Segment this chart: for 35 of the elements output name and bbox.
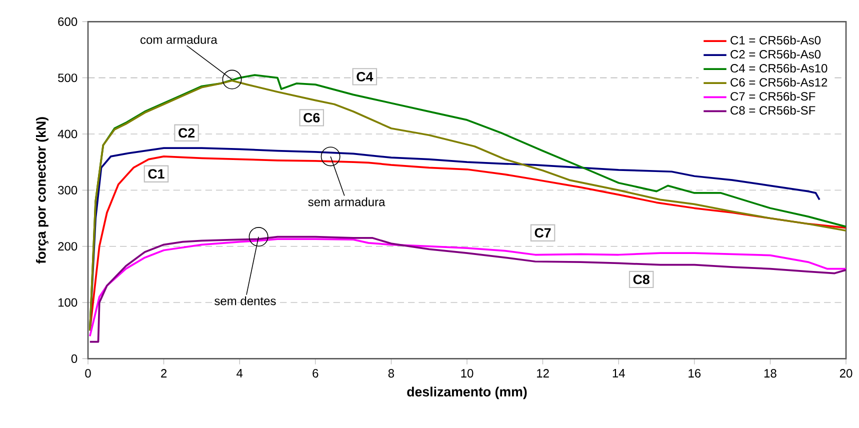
annotation: sem armadura [308, 197, 386, 206]
annotation: com armadura [140, 35, 218, 44]
annotation: C4 [356, 72, 374, 82]
y-axis-title: força por conector (kN) [36, 117, 48, 264]
annotation: C2 [178, 128, 195, 138]
x-tick-label: 14 [612, 369, 625, 378]
y-tick-label: 0 [71, 354, 78, 363]
x-tick-label: 12 [537, 369, 549, 378]
y-tick-label: 100 [58, 298, 78, 307]
annotation: C6 [304, 112, 320, 122]
legend-label: C7 = CR56b-SF [730, 92, 816, 101]
x-tick-label: 16 [688, 369, 701, 378]
x-tick-label: 6 [312, 369, 318, 378]
annotation: C8 [633, 274, 650, 284]
y-tick-label: 500 [58, 74, 78, 82]
x-axis-title: deslizamento (mm) [407, 386, 527, 400]
annotation: C7 [534, 228, 551, 238]
x-tick-label: 20 [840, 369, 852, 378]
legend-label: C2 = CR56b-As0 [730, 50, 821, 59]
legend-label: C4 = CR56b-As10 [730, 64, 828, 73]
annotation: C1 [148, 169, 164, 179]
y-tick-label: 200 [58, 242, 78, 251]
legend-label: C1 = CR56b-As0 [730, 36, 821, 45]
x-tick-label: 18 [764, 369, 776, 378]
y-tick-label: 600 [58, 17, 78, 26]
y-tick-label: 300 [58, 186, 78, 194]
legend-label: C8 = CR56b-SF [730, 106, 816, 115]
x-tick-label: 10 [461, 369, 474, 378]
x-tick-label: 4 [236, 369, 243, 378]
x-tick-label: 0 [85, 369, 91, 378]
annotation: sem dentes [214, 296, 276, 306]
x-tick-label: 2 [161, 369, 167, 378]
x-tick-label: 8 [388, 369, 394, 378]
legend-label: C6 = CR56b-As12 [730, 78, 828, 87]
y-tick-label: 400 [58, 130, 78, 138]
